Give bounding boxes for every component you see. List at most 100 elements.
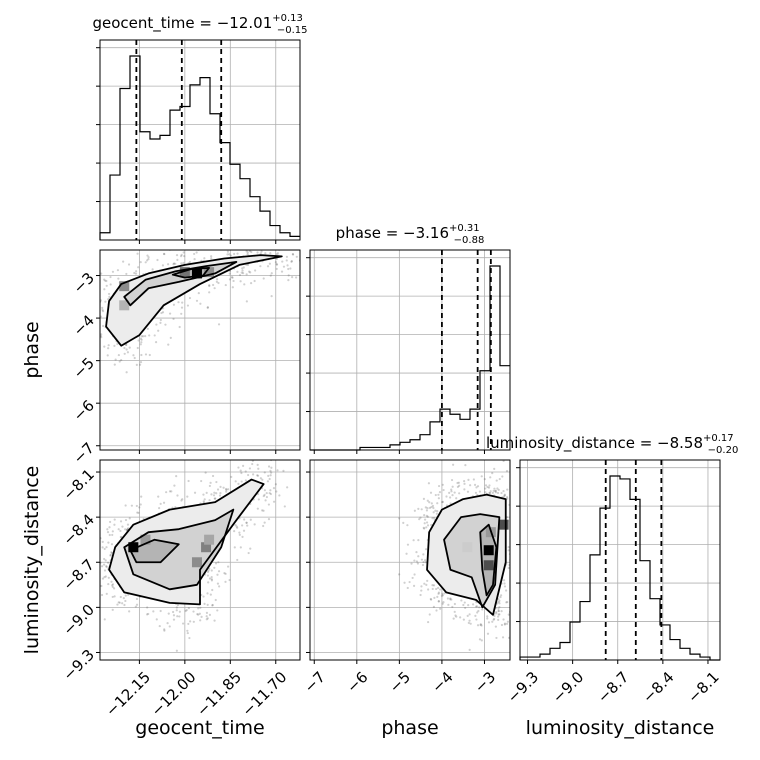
sample-point xyxy=(217,570,221,573)
sample-point xyxy=(430,502,433,505)
sample-point xyxy=(445,495,448,498)
sample-point xyxy=(121,525,124,528)
sample-point xyxy=(203,498,206,501)
sample-point xyxy=(402,521,405,524)
sample-point xyxy=(275,263,279,266)
sample-point xyxy=(211,588,214,592)
panel-frame xyxy=(309,459,511,661)
sample-point xyxy=(181,622,185,625)
sample-point xyxy=(491,491,494,494)
sample-point xyxy=(450,490,453,493)
sample-point xyxy=(466,614,469,617)
sample-point xyxy=(199,619,202,622)
sample-point xyxy=(267,503,270,506)
sample-point xyxy=(133,356,136,360)
sample-point xyxy=(431,584,434,587)
sample-point xyxy=(180,312,183,315)
sample-point xyxy=(437,493,440,496)
sample-point xyxy=(468,619,471,622)
sample-point xyxy=(112,240,114,242)
sample-point xyxy=(146,327,149,330)
y-tick-label: −5 xyxy=(70,354,98,382)
sample-point xyxy=(272,247,274,249)
sample-point xyxy=(472,478,475,481)
x-tick-label: −7 xyxy=(301,668,329,696)
sample-point xyxy=(147,258,150,261)
sample-point xyxy=(405,552,408,555)
sample-point xyxy=(143,241,145,243)
sample-point xyxy=(497,618,500,621)
sample-point xyxy=(406,586,409,590)
sample-point xyxy=(92,552,94,554)
sample-point xyxy=(285,255,289,258)
sample-point xyxy=(177,301,180,304)
sample-point xyxy=(193,252,196,256)
sample-point xyxy=(474,605,478,608)
sample-point xyxy=(502,618,505,621)
sample-point xyxy=(196,613,199,616)
sample-point xyxy=(415,551,418,554)
sample-point xyxy=(101,577,105,580)
sample-point xyxy=(139,363,142,366)
sample-point xyxy=(434,509,437,512)
sample-point xyxy=(156,258,159,262)
sample-point xyxy=(500,491,503,495)
sample-point xyxy=(126,528,129,531)
sample-point xyxy=(210,579,214,582)
sample-point xyxy=(227,488,230,491)
sample-point xyxy=(158,624,161,628)
sample-point xyxy=(512,567,514,569)
sample-point xyxy=(495,610,498,614)
sample-point xyxy=(427,620,430,624)
sample-point xyxy=(128,610,131,613)
sample-point xyxy=(110,543,114,546)
sample-point xyxy=(417,555,420,558)
sample-point xyxy=(146,613,149,616)
sample-point xyxy=(97,311,99,313)
sample-point xyxy=(478,638,482,641)
contour-level-3 xyxy=(129,538,180,564)
sample-point xyxy=(175,475,178,478)
sample-point xyxy=(171,610,175,614)
sample-point xyxy=(248,467,252,470)
sample-point xyxy=(424,559,427,562)
density-pixel xyxy=(119,300,130,311)
sample-point xyxy=(223,572,226,575)
sample-point xyxy=(117,528,120,531)
sample-point xyxy=(452,463,455,466)
sample-point xyxy=(246,524,249,527)
sample-point xyxy=(418,518,421,521)
sample-point xyxy=(107,541,110,544)
sample-point xyxy=(467,604,470,607)
sample-point xyxy=(425,583,428,587)
sample-point xyxy=(159,502,162,505)
sample-point xyxy=(428,613,431,616)
sample-point xyxy=(275,253,278,256)
sample-point xyxy=(442,488,445,492)
sample-point xyxy=(494,490,497,493)
sample-point xyxy=(425,509,429,512)
sample-point xyxy=(403,581,406,584)
sample-point xyxy=(429,597,432,601)
sample-point xyxy=(459,616,462,619)
x-axis-label-luminosity_distance: luminosity_distance xyxy=(526,717,715,739)
sample-point xyxy=(139,261,142,264)
sample-point xyxy=(118,360,121,363)
sample-point xyxy=(210,493,213,496)
panel-title-geocent_time: geocent_time = −12.01+0.13 −0.15 xyxy=(92,13,307,36)
sample-point xyxy=(437,600,440,603)
x-tick-label: −8.4 xyxy=(639,668,677,706)
sample-point xyxy=(449,598,452,601)
sample-point xyxy=(108,533,111,537)
sample-point xyxy=(180,253,183,256)
sample-point xyxy=(113,518,116,521)
sample-point xyxy=(422,560,425,564)
sample-point xyxy=(246,263,250,267)
sample-point xyxy=(511,539,513,541)
sample-point xyxy=(228,578,231,582)
sample-point xyxy=(256,474,260,477)
sample-point xyxy=(266,265,270,268)
sample-point xyxy=(453,610,456,613)
sample-point xyxy=(516,555,518,557)
sample-point xyxy=(147,256,150,259)
